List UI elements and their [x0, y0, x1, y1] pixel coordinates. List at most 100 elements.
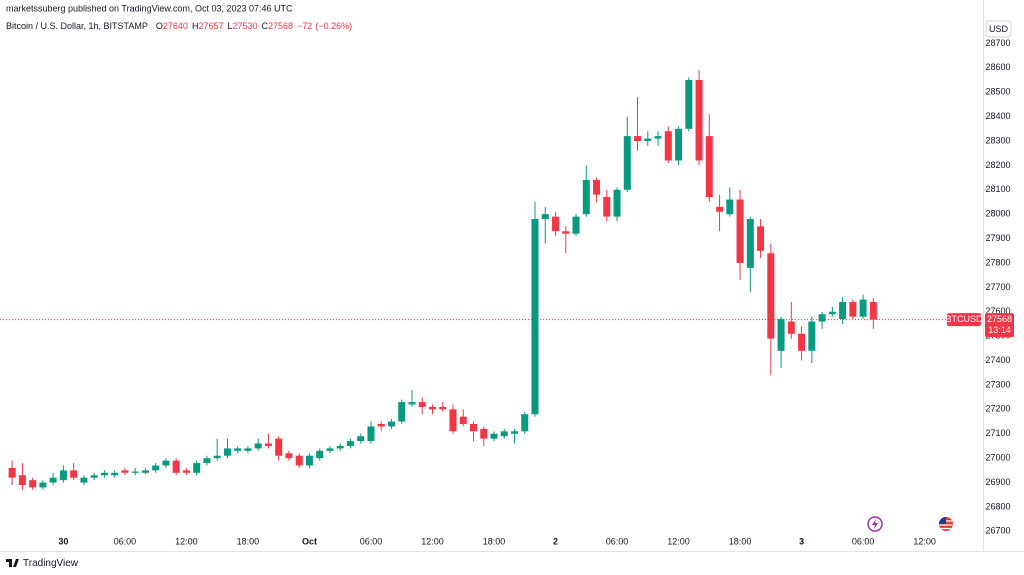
candle-body: [70, 470, 78, 478]
candle-body: [316, 450, 324, 459]
candle-body: [469, 424, 477, 432]
candle-body: [521, 414, 529, 432]
candle-body: [90, 475, 98, 478]
y-tick-label: 26900: [985, 477, 1010, 487]
candle-body: [828, 311, 836, 315]
x-tick-label: 18:00: [237, 536, 260, 546]
ohlc-value: 27568: [268, 21, 293, 31]
x-tick-label: 12:00: [667, 536, 690, 546]
candle-body: [593, 180, 601, 195]
candle-body: [100, 472, 108, 476]
currency-label: USD: [989, 24, 1009, 34]
candle-body: [644, 138, 652, 141]
x-tick-label: Oct: [302, 536, 317, 546]
candle-body: [439, 406, 447, 410]
candle-body: [326, 448, 334, 451]
candle-body: [623, 136, 631, 190]
ohlc-label: O: [156, 21, 163, 31]
candle-body: [603, 197, 611, 217]
ohlc-value: 27640: [163, 21, 188, 31]
candle-body: [203, 458, 211, 464]
candle-body: [562, 231, 570, 234]
y-tick-label: 26800: [985, 501, 1010, 511]
x-tick-label: 06:00: [360, 536, 383, 546]
candle-body: [141, 470, 149, 473]
candle-body: [818, 314, 826, 322]
candle-body: [80, 477, 88, 483]
candle-body: [408, 402, 416, 405]
lightning-icon[interactable]: [867, 516, 883, 532]
x-tick-label: 12:00: [175, 536, 198, 546]
candle-body: [152, 465, 160, 471]
x-tick-label: 12:00: [913, 536, 936, 546]
y-tick-label: 28600: [985, 62, 1010, 72]
currency-button[interactable]: [985, 20, 1012, 38]
candle-body: [531, 219, 539, 415]
y-tick-label: 27000: [985, 453, 1010, 463]
candle-body: [675, 128, 683, 161]
candle-body: [572, 216, 580, 234]
candle-body: [264, 443, 272, 446]
candle-body: [459, 416, 467, 425]
y-tick-label: 27600: [985, 306, 1010, 316]
candle-body: [398, 402, 406, 422]
y-tick-label: 27800: [985, 257, 1010, 267]
candle-body: [234, 448, 242, 451]
x-tick-label: 2: [553, 536, 558, 546]
y-tick-label: 27400: [985, 355, 1010, 365]
y-tick-label: 27300: [985, 379, 1010, 389]
candle-body: [613, 189, 621, 217]
candle-body: [59, 470, 67, 481]
legend-line: Bitcoin / U.S. Dollar, 1h, BITSTAMP O2764…: [6, 21, 352, 31]
y-tick-label: 28400: [985, 111, 1010, 121]
us-flag-icon[interactable]: [939, 517, 953, 531]
candle-body: [490, 433, 498, 439]
y-tick-label: 27700: [985, 282, 1010, 292]
candle-body: [182, 470, 190, 473]
candle-body: [39, 482, 47, 488]
x-tick-label: 18:00: [729, 536, 752, 546]
legend-title: Bitcoin / U.S. Dollar, 1h, BITSTAMP: [6, 21, 148, 31]
brand-logo[interactable]: [6, 559, 19, 567]
candle-body: [552, 216, 560, 232]
candle-body: [8, 467, 16, 478]
candle-body: [346, 441, 354, 446]
candle-body: [244, 448, 252, 451]
candle-body: [18, 475, 26, 486]
candle-body: [121, 470, 129, 473]
change-value: −72: [297, 21, 312, 31]
candle-body: [582, 180, 590, 215]
y-tick-label: 28200: [985, 160, 1010, 170]
ohlc-label: C: [262, 21, 269, 31]
candle-body: [131, 471, 139, 473]
x-tick-label: 06:00: [852, 536, 875, 546]
candle-body: [223, 448, 231, 456]
candle-body: [726, 199, 734, 215]
candle-body: [162, 460, 170, 466]
ohlc-label: L: [227, 21, 232, 31]
candle-body: [664, 131, 672, 161]
candle-body: [285, 453, 293, 459]
ohlc-label: H: [192, 21, 199, 31]
candle-body: [111, 472, 119, 476]
candle-body: [305, 455, 313, 466]
candle-body: [336, 445, 344, 449]
candle-body: [541, 214, 549, 220]
candle-body: [695, 79, 703, 161]
candle-body: [367, 426, 375, 442]
y-tick-label: 28100: [985, 184, 1010, 194]
x-tick-label: 30: [58, 536, 68, 546]
candle-body: [705, 136, 713, 198]
candle-body: [869, 302, 877, 320]
y-tick-label: 27200: [985, 404, 1010, 414]
price-tag: [985, 313, 1014, 338]
candle-body: [428, 406, 436, 410]
symbol-tag-label: BTCUSD: [945, 314, 983, 324]
y-tick-label: 28300: [985, 135, 1010, 145]
candle-body: [295, 455, 303, 466]
candle-body: [808, 321, 816, 351]
ohlc-value: 27530: [232, 21, 257, 31]
y-tick-label: 28500: [985, 87, 1010, 97]
y-tick-label: 26700: [985, 526, 1010, 536]
